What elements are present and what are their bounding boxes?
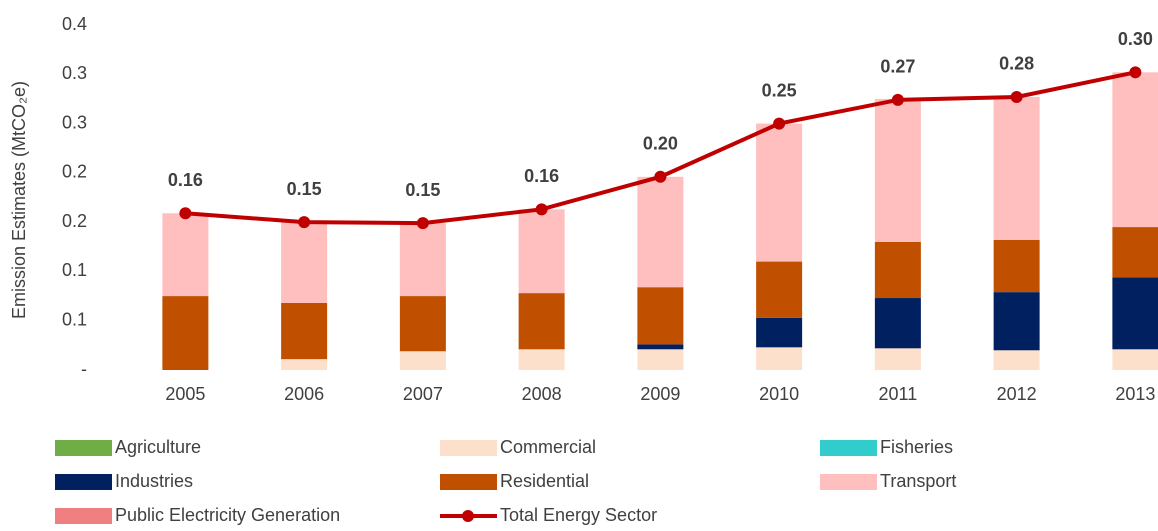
data-label: 0.28 — [999, 54, 1034, 74]
bar-segment — [874, 348, 921, 370]
y-tick-label: 0.3 — [62, 112, 87, 132]
legend-label: Transport — [880, 471, 956, 491]
x-tick-label: 2005 — [165, 384, 205, 404]
bar-segment — [756, 317, 803, 348]
x-tick-label: 2008 — [522, 384, 562, 404]
line-point — [654, 170, 667, 183]
line-point — [416, 217, 429, 230]
data-label: 0.25 — [762, 80, 797, 100]
y-tick-label: 0.3 — [62, 63, 87, 83]
line-point — [773, 117, 786, 130]
data-label: 0.16 — [524, 166, 559, 186]
bar-segment — [874, 241, 921, 299]
bar-segment — [874, 298, 921, 349]
x-tick-label: 2006 — [284, 384, 324, 404]
bar-segment — [162, 296, 209, 370]
bar-segment — [756, 261, 803, 318]
bar-segment — [756, 123, 803, 262]
y-tick-label: - — [81, 359, 87, 379]
y-tick-label: 0.4 — [62, 14, 87, 34]
y-tick-label: 0.2 — [62, 211, 87, 231]
y-tick-label: 0.2 — [62, 162, 87, 182]
legend-swatch — [820, 440, 877, 456]
bar-segment — [637, 344, 684, 350]
bar-segment — [281, 359, 328, 370]
legend-swatch — [55, 474, 112, 490]
line-point — [891, 93, 904, 106]
y-tick-label: 0.1 — [62, 260, 87, 280]
bar-segment — [518, 349, 565, 370]
bar-segment — [1112, 227, 1158, 278]
y-axis-title: Emission Estimates (MtCO₂e) — [9, 81, 29, 319]
y-tick-label: 0.1 — [62, 309, 87, 329]
line-point — [1129, 66, 1142, 79]
x-tick-label: 2012 — [997, 384, 1037, 404]
bar-segment — [281, 302, 328, 360]
legend-label: Fisheries — [880, 437, 953, 457]
legend-label: Agriculture — [115, 437, 201, 457]
bar-segment — [993, 292, 1040, 351]
bar-segment — [993, 96, 1040, 240]
data-label: 0.20 — [643, 134, 678, 154]
bar-segment — [399, 351, 446, 370]
data-label: 0.15 — [287, 179, 322, 199]
data-label: 0.16 — [168, 170, 203, 190]
x-tick-label: 2007 — [403, 384, 443, 404]
bar-segment — [399, 223, 446, 297]
bar-segment — [874, 98, 921, 242]
x-tick-label: 2009 — [640, 384, 680, 404]
line-point — [298, 216, 311, 229]
bar-segment — [162, 213, 209, 297]
x-tick-label: 2010 — [759, 384, 799, 404]
legend-label: Industries — [115, 471, 193, 491]
legend-label: Total Energy Sector — [500, 505, 657, 525]
data-label: 0.15 — [405, 180, 440, 200]
data-label: 0.30 — [1118, 29, 1153, 49]
legend-swatch — [820, 474, 877, 490]
line-point — [1010, 90, 1023, 103]
legend-marker — [462, 510, 474, 522]
bar-segment — [756, 347, 803, 370]
legend-label: Commercial — [500, 437, 596, 457]
line-point — [535, 203, 548, 216]
legend-swatch — [440, 440, 497, 456]
bar-segment — [637, 287, 684, 345]
legend-swatch — [440, 474, 497, 490]
legend-label: Public Electricity Generation — [115, 505, 340, 525]
line-point — [179, 207, 192, 220]
bar-segment — [637, 349, 684, 370]
bar-segment — [993, 350, 1040, 370]
bar-segment — [993, 239, 1040, 293]
legend-swatch — [55, 508, 112, 524]
bar-segment — [1112, 72, 1158, 228]
bar-segment — [518, 209, 565, 294]
bar-segment — [1112, 277, 1158, 350]
x-tick-label: 2011 — [879, 384, 918, 404]
bar-segment — [399, 296, 446, 352]
legend-swatch — [55, 440, 112, 456]
bar-segment — [637, 176, 684, 288]
data-label: 0.27 — [880, 57, 915, 77]
bar-segment — [281, 222, 328, 303]
bar-segment — [518, 293, 565, 350]
legend-label: Residential — [500, 471, 589, 491]
x-tick-label: 2013 — [1115, 384, 1155, 404]
bar-segment — [1112, 349, 1158, 370]
